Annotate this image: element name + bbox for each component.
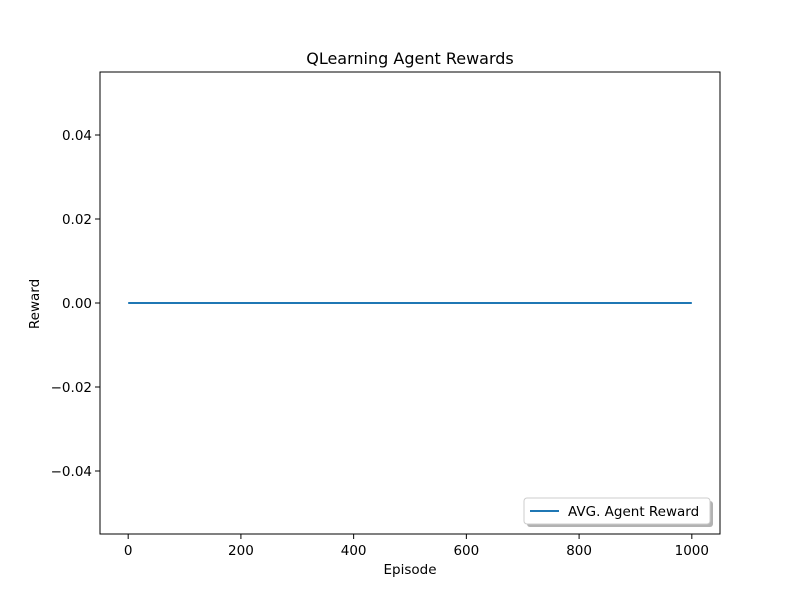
y-axis-ticks: 0.04 0.02 0.00 −0.02 −0.04 — [51, 128, 100, 480]
y-tick-label: 0.00 — [62, 296, 92, 312]
y-tick-label: 0.02 — [62, 212, 92, 228]
legend: AVG. Agent Reward — [523, 497, 713, 527]
x-tick-label: 1000 — [675, 543, 709, 559]
x-tick-label: 200 — [228, 543, 254, 559]
y-tick-label: 0.04 — [62, 128, 92, 144]
x-axis-label: Episode — [383, 562, 436, 578]
y-axis-label: Reward — [27, 279, 43, 329]
legend-label: AVG. Agent Reward — [568, 504, 699, 520]
x-tick-label: 400 — [341, 543, 367, 559]
x-tick-label: 0 — [124, 543, 133, 559]
chart-title: QLearning Agent Rewards — [306, 49, 514, 68]
y-tick-label: −0.02 — [51, 380, 92, 396]
x-tick-label: 600 — [453, 543, 479, 559]
x-tick-label: 800 — [566, 543, 592, 559]
x-axis-ticks: 0 200 400 600 800 1000 — [124, 534, 709, 559]
y-tick-label: −0.04 — [51, 464, 92, 480]
legend-box — [523, 497, 711, 525]
